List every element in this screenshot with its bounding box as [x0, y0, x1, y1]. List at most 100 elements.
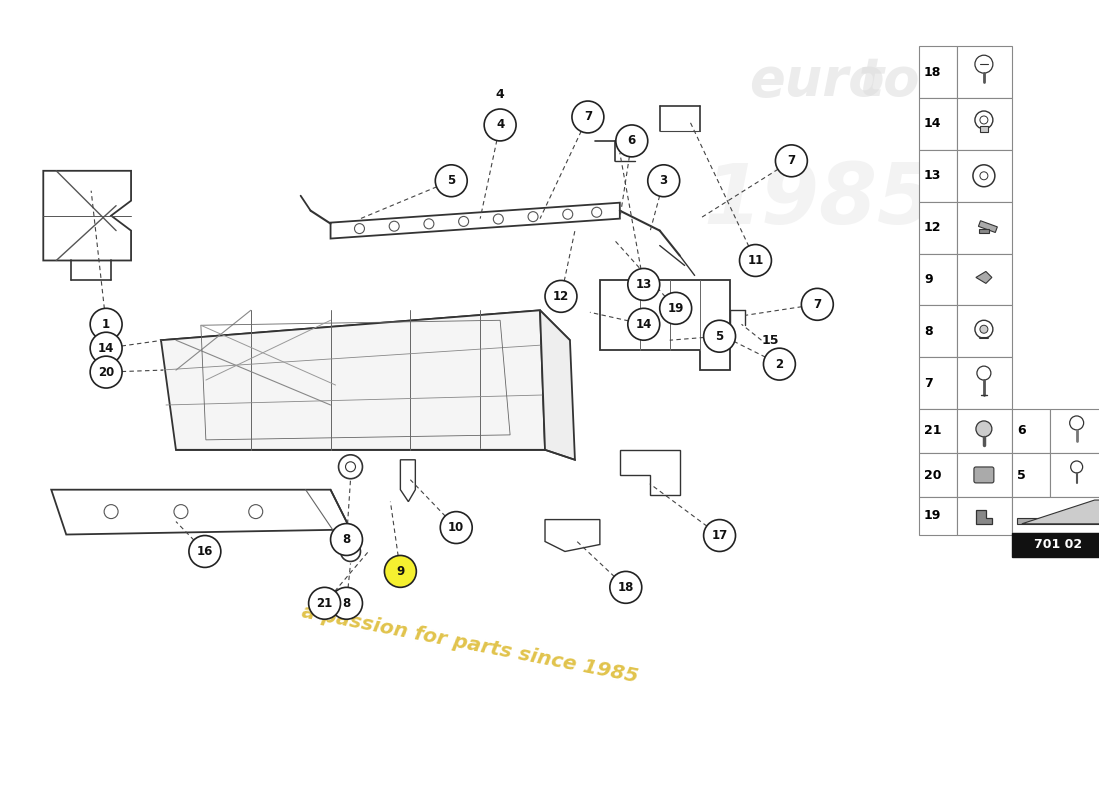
- Text: 4: 4: [496, 88, 505, 101]
- Circle shape: [354, 224, 364, 234]
- Bar: [957, 202, 1012, 254]
- Bar: [920, 202, 957, 254]
- Text: 19: 19: [668, 302, 684, 315]
- Circle shape: [484, 109, 516, 141]
- Text: 2: 2: [776, 358, 783, 370]
- Circle shape: [616, 125, 648, 157]
- Circle shape: [331, 587, 363, 619]
- Circle shape: [572, 101, 604, 133]
- Circle shape: [440, 512, 472, 543]
- Circle shape: [339, 455, 363, 478]
- Circle shape: [104, 505, 118, 518]
- Bar: [957, 46, 1012, 98]
- Bar: [980, 126, 988, 132]
- Circle shape: [977, 366, 991, 380]
- Circle shape: [345, 462, 355, 472]
- Circle shape: [544, 281, 576, 312]
- Bar: [1049, 453, 1100, 497]
- Circle shape: [704, 320, 736, 352]
- Circle shape: [704, 519, 736, 551]
- Circle shape: [493, 214, 504, 224]
- Bar: [957, 98, 1012, 150]
- Circle shape: [763, 348, 795, 380]
- Text: euro: euro: [749, 55, 886, 107]
- Circle shape: [189, 535, 221, 567]
- Circle shape: [980, 326, 988, 334]
- Circle shape: [980, 172, 988, 180]
- Polygon shape: [1016, 518, 1100, 524]
- Text: 8: 8: [342, 533, 351, 546]
- Bar: [920, 453, 957, 497]
- Text: tores: tores: [859, 55, 1014, 107]
- Text: 13: 13: [636, 278, 652, 291]
- Circle shape: [739, 245, 771, 277]
- Bar: [1012, 497, 1100, 533]
- Circle shape: [609, 571, 641, 603]
- Bar: [920, 46, 957, 98]
- Bar: [920, 150, 957, 202]
- Bar: [957, 409, 1012, 453]
- Text: 7: 7: [813, 298, 822, 311]
- Text: 15: 15: [761, 334, 779, 346]
- Circle shape: [972, 165, 994, 186]
- Circle shape: [980, 116, 988, 124]
- Circle shape: [341, 542, 361, 562]
- Circle shape: [90, 356, 122, 388]
- Text: 14: 14: [636, 318, 652, 330]
- Text: 6: 6: [628, 134, 636, 147]
- Text: 21: 21: [317, 597, 332, 610]
- Bar: [957, 150, 1012, 202]
- Bar: [957, 357, 1012, 409]
- Circle shape: [528, 212, 538, 222]
- Bar: [957, 453, 1012, 497]
- Text: 20: 20: [924, 469, 942, 482]
- Text: 1: 1: [102, 318, 110, 330]
- Text: 20: 20: [98, 366, 114, 378]
- Bar: [920, 497, 957, 534]
- Text: 4: 4: [496, 118, 504, 131]
- Text: 18: 18: [924, 66, 942, 78]
- Circle shape: [660, 292, 692, 324]
- Text: 11: 11: [747, 254, 763, 267]
- Circle shape: [802, 288, 834, 320]
- Text: 21: 21: [924, 425, 942, 438]
- Text: 14: 14: [924, 118, 942, 130]
- Circle shape: [174, 505, 188, 518]
- Bar: [1049, 409, 1100, 453]
- Circle shape: [628, 269, 660, 300]
- Bar: [1012, 533, 1100, 557]
- Bar: [920, 357, 957, 409]
- Circle shape: [249, 505, 263, 518]
- Circle shape: [976, 421, 992, 437]
- Text: 17: 17: [712, 529, 728, 542]
- Bar: [920, 254, 957, 306]
- Bar: [957, 254, 1012, 306]
- Text: 19: 19: [924, 510, 942, 522]
- Circle shape: [90, 308, 122, 340]
- Bar: [920, 306, 957, 357]
- Circle shape: [592, 207, 602, 218]
- Text: 9: 9: [396, 565, 405, 578]
- Text: 12: 12: [553, 290, 569, 303]
- Circle shape: [975, 55, 993, 73]
- Circle shape: [459, 217, 469, 226]
- Text: 5: 5: [447, 174, 455, 187]
- Polygon shape: [540, 310, 575, 460]
- Text: 16: 16: [197, 545, 213, 558]
- Circle shape: [389, 222, 399, 231]
- Text: 8: 8: [924, 325, 933, 338]
- Text: 6: 6: [1016, 425, 1025, 438]
- Text: 8: 8: [342, 597, 351, 610]
- Text: a passion for parts since 1985: a passion for parts since 1985: [300, 602, 640, 686]
- Text: 10: 10: [448, 521, 464, 534]
- FancyBboxPatch shape: [974, 467, 994, 483]
- Bar: [920, 409, 957, 453]
- Circle shape: [1070, 461, 1082, 473]
- Polygon shape: [976, 510, 992, 524]
- Bar: [920, 98, 957, 150]
- Polygon shape: [161, 310, 544, 450]
- Text: 5: 5: [1016, 469, 1025, 482]
- Circle shape: [331, 523, 363, 555]
- Text: 9: 9: [924, 273, 933, 286]
- Text: 7: 7: [924, 377, 933, 390]
